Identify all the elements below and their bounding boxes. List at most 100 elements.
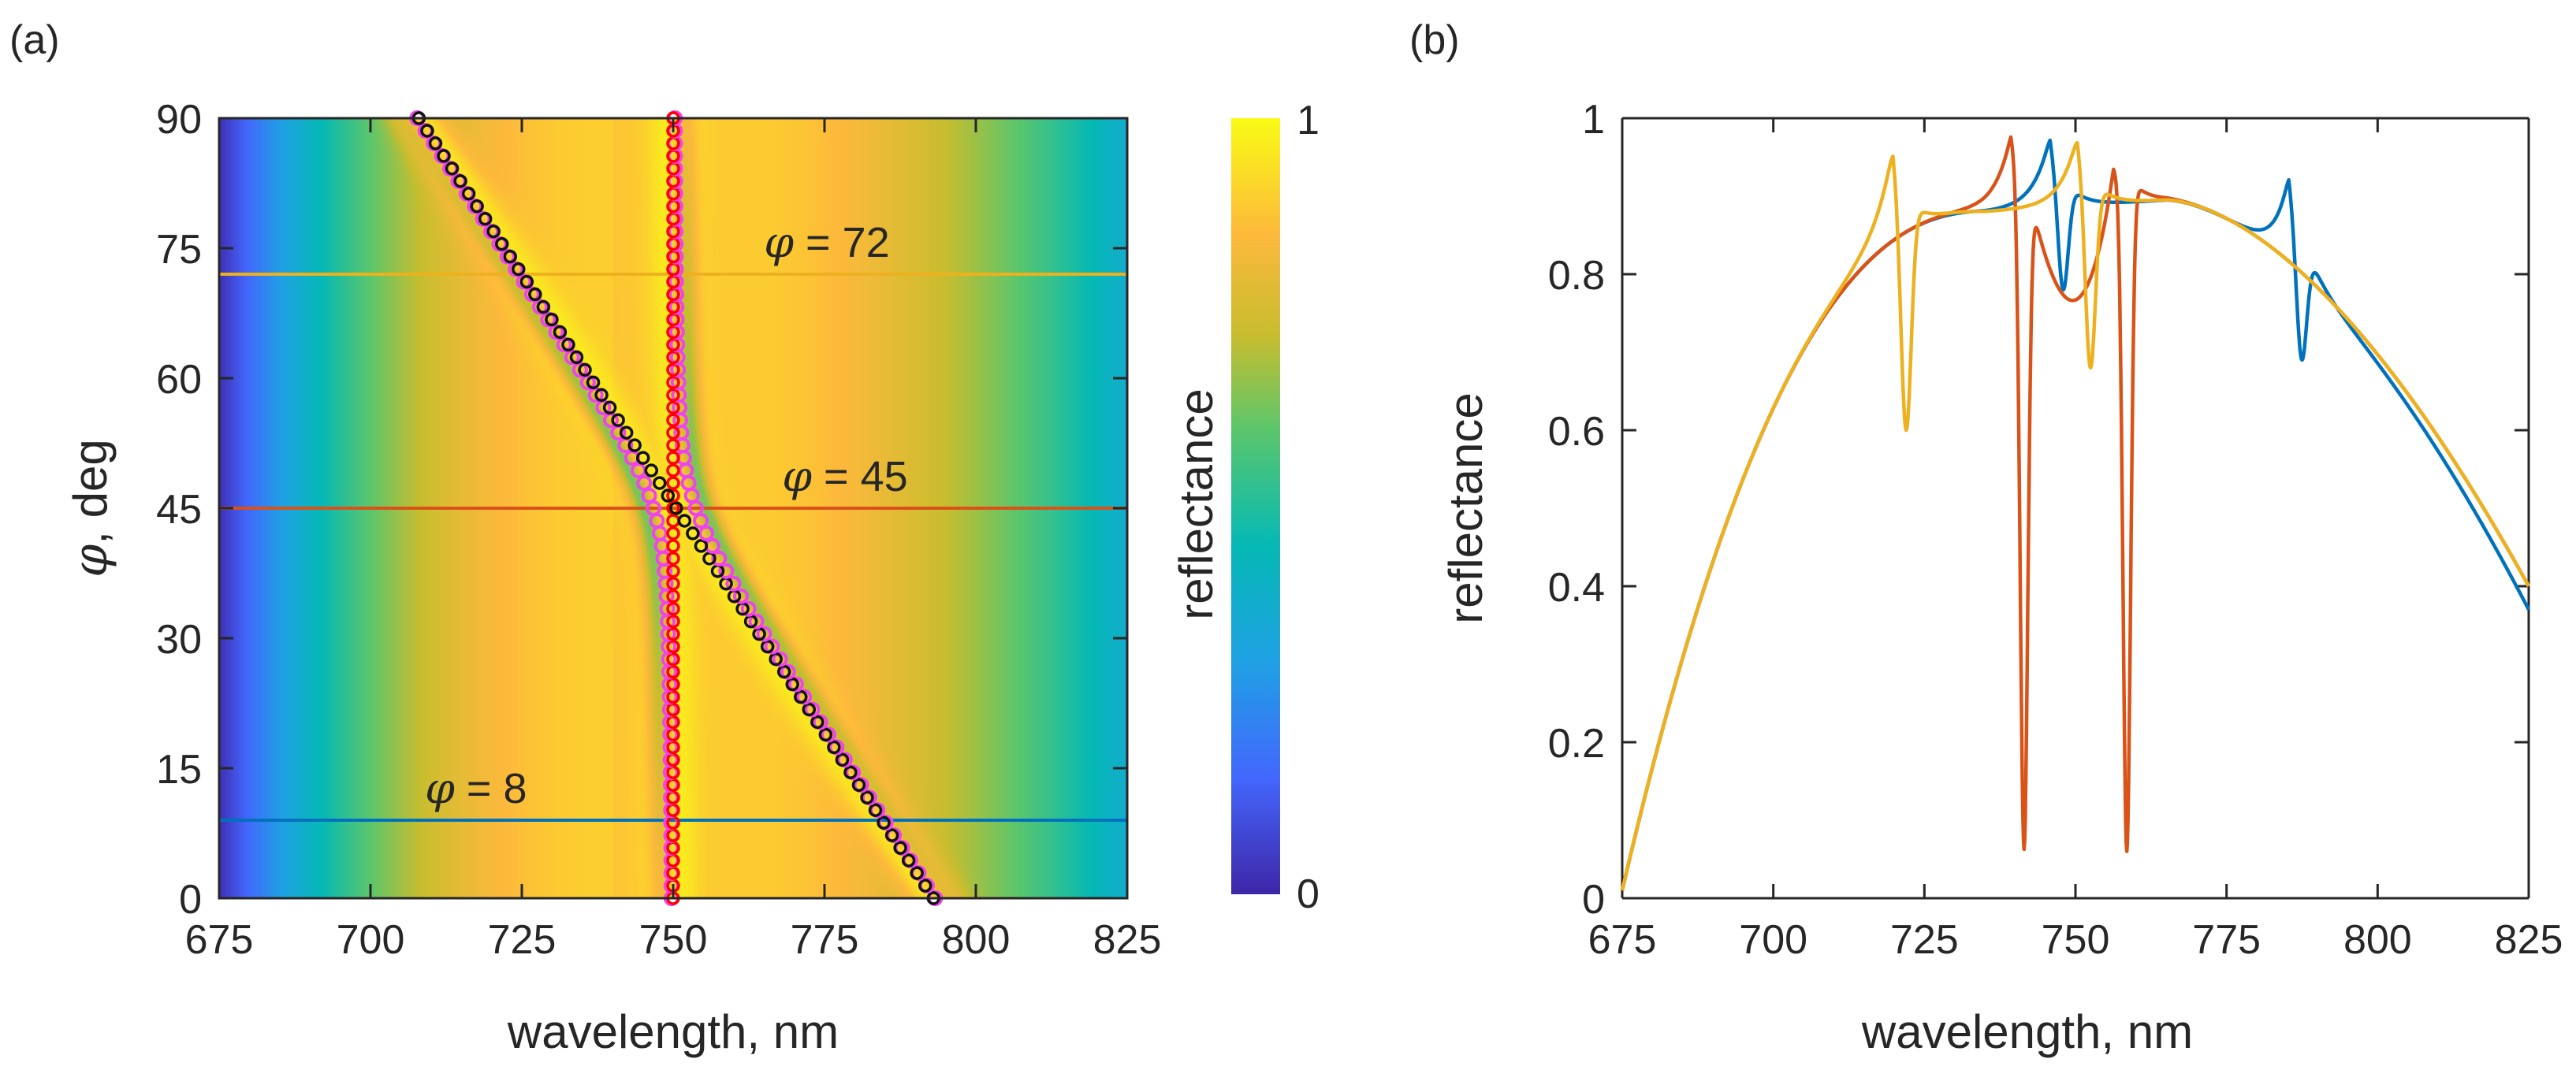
x-tick-label-a: 775 [791, 917, 859, 963]
marker-dispersive-mode [627, 438, 642, 452]
marker-dispersive-mode [818, 727, 833, 742]
marker-dispersive-mode [776, 664, 791, 679]
x-tick-label-a: 725 [488, 917, 557, 963]
marker-flat-mode [666, 539, 680, 553]
marker-dispersive-mode [661, 488, 676, 503]
marker-upper-branch [711, 550, 728, 567]
marker-dispersive-mode [851, 778, 866, 793]
y-axis-phi-symbol: φ [63, 544, 118, 578]
marker-dispersive-mode [860, 790, 874, 805]
marker-lower-branch [636, 475, 653, 492]
marker-dispersive-mode [602, 400, 617, 415]
marker-upper-branch [740, 600, 757, 617]
axes-b: 675 700 725 750 775 800 825 0 0.2 0.4 0.6 0.8 1 [1548, 97, 2563, 963]
marker-dispersive-mode [437, 149, 451, 163]
marker-dispersive-mode [586, 375, 601, 390]
y-axis-label-a: φ, deg [63, 439, 118, 577]
marker-flat-mode [666, 689, 680, 704]
x-tick-label-a: 825 [1093, 917, 1162, 963]
marker-flat-mode [666, 601, 680, 616]
marker-flat-mode [666, 589, 680, 604]
marker-dispersive-mode [561, 337, 575, 352]
marker-flat-mode [666, 463, 680, 477]
y-tick-label-a: 15 [156, 747, 202, 793]
marker-lower-branch [564, 349, 580, 366]
marker-dispersive-mode [494, 236, 509, 251]
marker-flat-mode [666, 325, 680, 340]
phi-annotation-1: φ = 45 [782, 451, 907, 501]
mode-markers [409, 110, 944, 906]
marker-flat-mode [666, 552, 680, 566]
reflectance-curve-1 [1620, 135, 2530, 891]
marker-flat-mode [666, 375, 680, 390]
marker-dispersive-mode [843, 765, 858, 780]
phi-symbol: φ [764, 217, 794, 267]
y-tick-label-a: 30 [156, 617, 202, 663]
marker-dispersive-mode [769, 652, 783, 667]
marker-upper-branch [756, 626, 772, 642]
marker-upper-branch [732, 588, 749, 604]
marker-upper-branch [764, 638, 780, 655]
marker-lower-branch [532, 299, 549, 315]
marker-flat-mode [666, 577, 680, 591]
marker-dispersive-mode [884, 828, 899, 842]
marker-dispersive-mode [528, 287, 542, 302]
marker-lower-branch [508, 261, 524, 277]
marker-flat-mode [666, 639, 680, 654]
x-tick-label-b: 775 [2192, 917, 2261, 963]
y-tick-label-b: 0.2 [1548, 721, 1605, 767]
y-tick-label-b: 0.4 [1548, 565, 1605, 611]
y-tick-label-b: 1 [1582, 97, 1605, 143]
marker-dispersive-mode [478, 211, 493, 226]
axes-a: 675 700 725 750 775 800 825 0 15 30 45 60 75 90 [156, 97, 1161, 963]
marker-lower-branch [556, 336, 572, 353]
colorbar-min-label: 0 [1297, 871, 1320, 917]
marker-flat-mode [666, 488, 680, 503]
marker-lower-branch [516, 273, 532, 290]
marker-dispersive-mode [553, 325, 568, 340]
marker-dispersive-mode [677, 514, 692, 528]
y-tick-label-a: 90 [156, 97, 202, 143]
reflectance-curves [1620, 135, 2530, 891]
marker-flat-mode [666, 677, 680, 692]
phi-annotation-0: φ = 72 [764, 217, 889, 267]
marker-upper-branch [787, 676, 804, 693]
marker-flat-mode [666, 526, 680, 540]
marker-upper-branch [796, 689, 813, 705]
marker-lower-branch [540, 311, 557, 328]
marker-lower-branch [579, 374, 596, 391]
marker-dispersive-mode [802, 702, 817, 717]
marker-dispersive-mode [694, 539, 709, 553]
marker-dispersive-mode [910, 866, 924, 880]
marker-dispersive-mode [594, 388, 609, 403]
marker-lower-branch [571, 362, 588, 378]
x-axis-label-b: wavelength, nm [1861, 1005, 2193, 1058]
marker-flat-mode [666, 564, 680, 578]
x-tick-label-b: 825 [2495, 917, 2563, 963]
marker-dispersive-mode [428, 136, 443, 150]
marker-dispersive-mode [545, 312, 559, 327]
marker-dispersive-mode [893, 841, 907, 855]
phi-value: = 72 [794, 219, 890, 266]
x-tick-label-b: 750 [2042, 917, 2110, 963]
marker-dispersive-mode [868, 803, 883, 817]
marker-dispersive-mode [669, 501, 683, 515]
marker-flat-mode [666, 626, 680, 641]
marker-flat-mode [666, 350, 680, 365]
marker-dispersive-mode [877, 815, 891, 830]
marker-dispersive-mode [420, 124, 434, 138]
marker-dispersive-mode [569, 350, 584, 365]
marker-dispersive-mode [918, 879, 932, 893]
marker-flat-mode [666, 438, 680, 452]
marker-dispersive-mode [810, 715, 825, 730]
marker-dispersive-mode [453, 174, 467, 188]
marker-dispersive-mode [635, 451, 650, 465]
marker-dispersive-mode [461, 187, 476, 201]
reflectance-curve-2 [1620, 140, 2530, 891]
marker-dispersive-mode [470, 199, 484, 214]
phi-value: = 45 [812, 453, 908, 500]
marker-lower-branch [641, 488, 657, 504]
marker-dispersive-mode [445, 162, 460, 176]
y-tick-label-a: 0 [179, 877, 202, 923]
